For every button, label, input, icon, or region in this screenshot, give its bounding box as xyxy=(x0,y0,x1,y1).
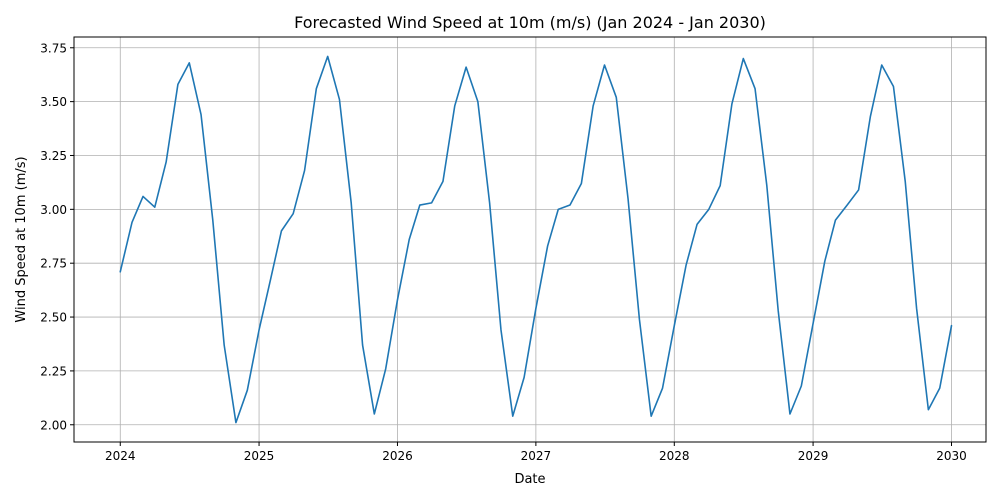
x-tick-label: 2030 xyxy=(936,449,967,463)
y-tick-label: 3.50 xyxy=(40,95,67,109)
y-axis-ticks: 2.00 2.25 2.50 2.75 3.00 3.25 3.50 3.75 xyxy=(40,41,74,432)
y-tick-label: 2.25 xyxy=(40,364,67,378)
x-tick-label: 2025 xyxy=(244,449,275,463)
plot-frame xyxy=(73,36,987,443)
series-layer xyxy=(119,55,953,424)
x-tick-label: 2027 xyxy=(521,449,552,463)
series-line xyxy=(119,55,953,424)
y-tick-label: 2.00 xyxy=(40,418,67,432)
y-tick-label: 3.00 xyxy=(40,203,67,217)
x-tick-label: 2028 xyxy=(659,449,690,463)
y-axis-label: Wind Speed at 10m (m/s) xyxy=(14,156,29,322)
x-axis-ticks: 2024 2025 2026 2027 2028 2029 2030 xyxy=(105,442,967,463)
x-tick-label: 2026 xyxy=(382,449,413,463)
chart-title: Forecasted Wind Speed at 10m (m/s) (Jan … xyxy=(294,13,766,32)
grid xyxy=(74,37,986,442)
y-tick-label: 3.75 xyxy=(40,41,67,55)
x-tick-label: 2029 xyxy=(798,449,829,463)
y-tick-label: 2.50 xyxy=(40,311,67,325)
x-axis-label: Date xyxy=(514,472,545,487)
x-tick-label: 2024 xyxy=(105,449,136,463)
y-tick-label: 2.75 xyxy=(40,257,67,271)
y-tick-label: 3.25 xyxy=(40,149,67,163)
